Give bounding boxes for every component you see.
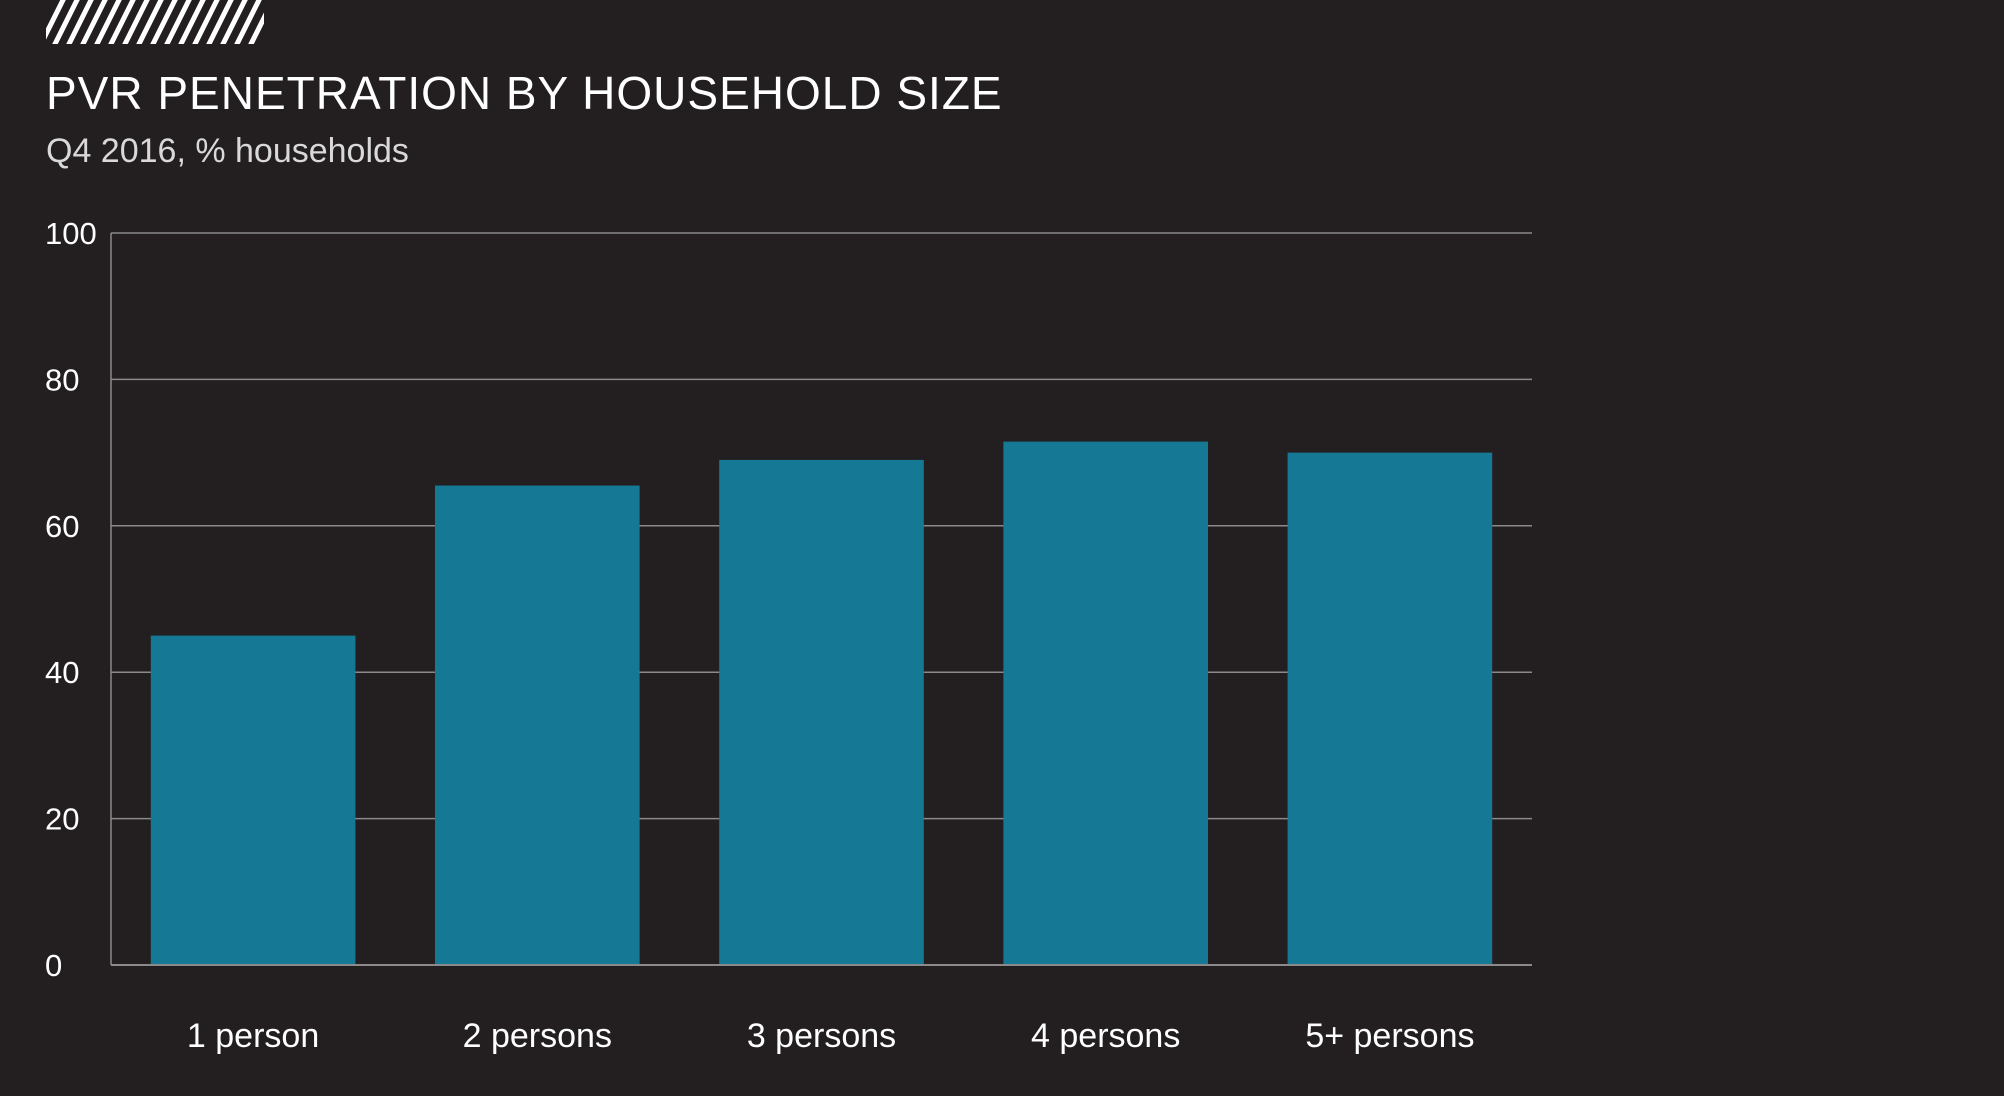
y-tick-label: 60 <box>45 509 79 544</box>
y-tick-label: 80 <box>45 362 79 397</box>
x-category-label: 2 persons <box>463 1017 612 1055</box>
x-category-label: 5+ persons <box>1305 1017 1474 1055</box>
bar-5 <box>1287 452 1493 966</box>
labels: 0 20 40 60 80 100 1 person 2 persons 3 persons 4 … <box>45 216 1474 1055</box>
y-tick-label: 100 <box>45 216 97 251</box>
x-category-label: 3 persons <box>747 1017 896 1055</box>
y-tick-label: 20 <box>45 802 79 837</box>
chart-title: PVR PENETRATION BY HOUSEHOLD SIZE <box>46 67 1003 119</box>
bar-4 <box>1003 441 1209 965</box>
bar-2 <box>434 485 640 965</box>
bar-3 <box>719 459 924 965</box>
y-tick-label: 40 <box>45 655 79 690</box>
x-category-label: 4 persons <box>1031 1017 1180 1055</box>
axes <box>110 233 1532 966</box>
bars <box>150 441 1493 966</box>
y-tick-label: 0 <box>45 948 62 983</box>
chart-subtitle: Q4 2016, % households <box>46 132 409 170</box>
bar-1 <box>150 635 356 965</box>
hatch-decoration-icon <box>46 0 264 44</box>
x-category-label: 1 person <box>187 1017 319 1055</box>
